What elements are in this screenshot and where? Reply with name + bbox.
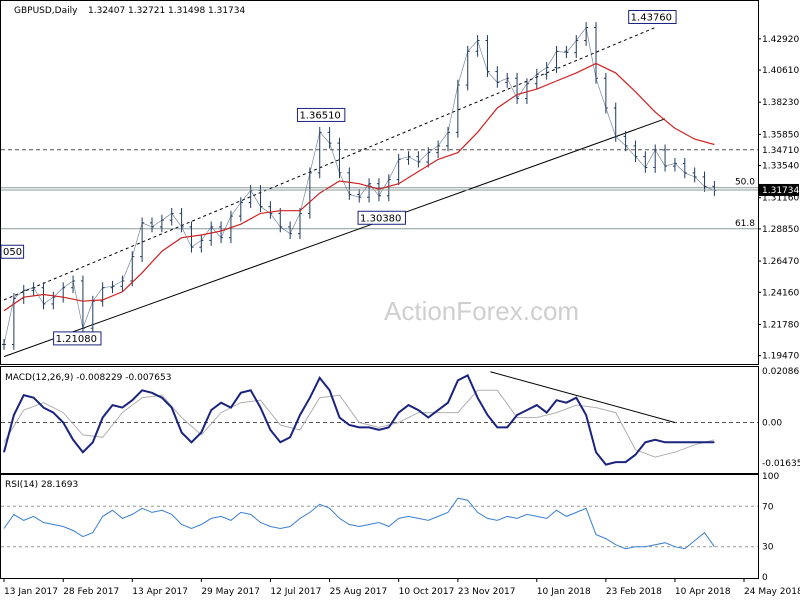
price-path xyxy=(3,26,715,345)
x-tick-label-10: 10 Apr 2018 xyxy=(675,587,731,597)
macd-tick-label-2: -0.016357 xyxy=(762,459,800,469)
price-annotation-0: 1.43760 xyxy=(631,13,672,24)
rsi-tick-label-1: 70 xyxy=(762,502,774,512)
x-tick-label-6: 10 Oct 2017 xyxy=(399,587,455,597)
rsi-tick-label-3: 0 xyxy=(762,573,768,583)
price-tick-label-8: 1.24160 xyxy=(762,288,799,298)
axis-layer: 1.42920 1.40610 1.38230 1.35850 1.33540 1.311… xyxy=(3,35,800,597)
current-price-tag xyxy=(759,183,799,196)
rsi-tick-label-2: 30 xyxy=(762,543,774,553)
macd-main-line xyxy=(3,374,715,466)
macd-title: MACD(12,26,9) -0.008229 -0.007653 xyxy=(5,373,171,383)
moving-average-line xyxy=(3,62,715,312)
macd-trendline xyxy=(490,371,676,423)
price-tick-label-4: 1.33540 xyxy=(762,162,799,172)
price-tick-label-7: 1.26470 xyxy=(762,257,799,267)
price-tick-label-6: 1.28850 xyxy=(762,225,799,235)
x-tick-label-7: 23 Nov 2017 xyxy=(458,587,516,597)
price-annotation-box-1 xyxy=(296,107,346,122)
price-title: GBPUSD,Daily 1.32407 1.32721 1.31498 1.3… xyxy=(14,6,245,16)
price-annotation-box-2 xyxy=(357,210,406,225)
trendline-0 xyxy=(3,118,666,358)
rsi-line xyxy=(3,497,715,550)
rsi-layer xyxy=(1,497,758,550)
level-tag-label: 1.34710 xyxy=(762,146,799,156)
rsi-title: RSI(14) 28.1693 xyxy=(5,480,78,490)
price-panel-frame xyxy=(0,0,759,365)
x-tick-label-8: 10 Jan 2018 xyxy=(537,587,591,597)
macd-signal-line xyxy=(3,389,715,458)
price-annotation-2: 1.30380 xyxy=(360,213,401,224)
level-tag-bg xyxy=(759,143,799,156)
ohlc-low: 1.31498 xyxy=(168,6,205,16)
price-tick-label-9: 1.21780 xyxy=(762,320,799,330)
x-tick-label-4: 12 Jul 2017 xyxy=(270,587,321,597)
macd-tick-label-1: 0.00 xyxy=(762,418,782,428)
rsi-panel-frame xyxy=(0,474,759,579)
price-annotation-box-3 xyxy=(53,331,102,346)
price-annotation-1: 1.36510 xyxy=(299,110,340,121)
price-tick-label-5: 1.31160 xyxy=(762,194,799,204)
trendline-1 xyxy=(3,27,656,301)
price-tick-label-0: 1.42920 xyxy=(762,35,799,45)
fib-label-1: 50.0 xyxy=(735,178,755,188)
price-annotation-4: 050 xyxy=(3,247,22,258)
price-layer: 50.0 61.8 1.43760 1.36510 1.30380 1.21080 050 xyxy=(0,10,758,358)
price-annotation-box-0 xyxy=(628,10,677,25)
fib-label-2: 61.8 xyxy=(735,219,755,229)
macd-tick-label-0: 0.020861 xyxy=(762,367,800,377)
macd-panel-frame xyxy=(0,366,759,474)
ohlc-close: 1.31734 xyxy=(208,6,245,16)
ohlc-high: 1.32721 xyxy=(128,6,165,16)
ohlc-open: 1.32407 xyxy=(88,6,125,16)
x-tick-label-2: 13 Apr 2017 xyxy=(132,587,188,597)
current-price-label: 1.31734 xyxy=(762,186,799,196)
symbol-title: GBPUSD,Daily xyxy=(14,6,78,16)
macd-layer xyxy=(1,371,758,466)
x-tick-label-9: 23 Feb 2018 xyxy=(606,587,662,597)
x-tick-label-0: 13 Jan 2017 xyxy=(4,587,58,597)
price-tick-label-3: 1.35850 xyxy=(762,130,799,140)
watermark-text: ActionForex.com xyxy=(384,296,579,326)
price-annotation-box-4 xyxy=(0,244,25,259)
x-tick-label-5: 25 Aug 2017 xyxy=(330,587,388,597)
x-tick-label-1: 28 Feb 2017 xyxy=(63,587,119,597)
price-tick-label-2: 1.38230 xyxy=(762,98,799,108)
price-tick-label-10: 1.19470 xyxy=(762,352,799,362)
price-tick-label-1: 1.40610 xyxy=(762,66,799,76)
x-tick-label-11: 24 May 2018 xyxy=(744,587,800,597)
price-annotation-3: 1.21080 xyxy=(56,334,97,345)
rsi-tick-label-0: 100 xyxy=(762,472,779,482)
x-tick-label-3: 29 May 2017 xyxy=(201,587,260,597)
